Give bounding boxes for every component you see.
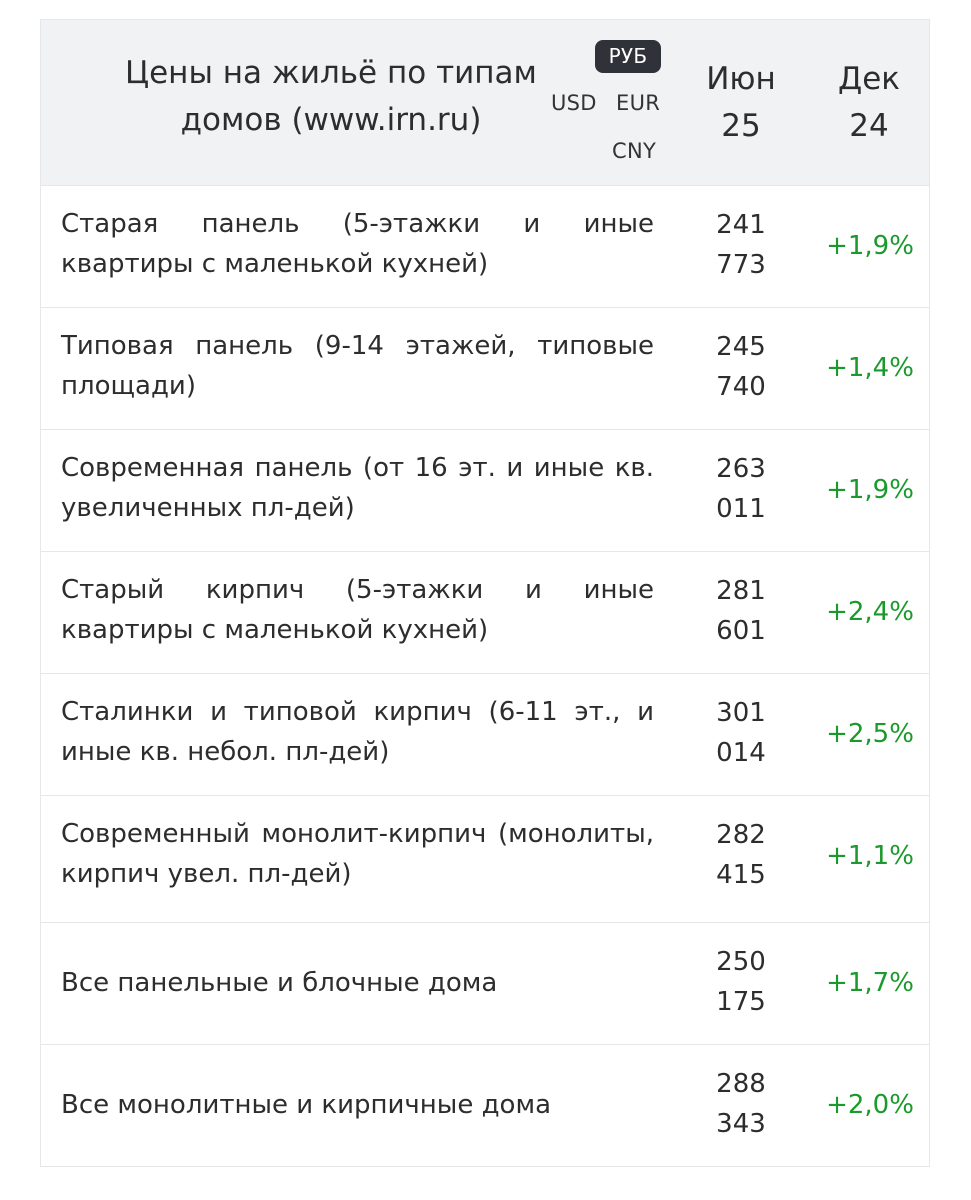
column-header-change: Дек 24 <box>837 61 900 144</box>
row-price-thousands: 263 <box>716 454 766 484</box>
currency-cny-button[interactable]: CNY <box>612 139 657 163</box>
row-change: +2,5% <box>826 719 914 749</box>
row-price-thousands: 250 <box>716 947 766 977</box>
currency-eur-button[interactable]: EUR <box>616 91 661 115</box>
row-price: 245 740 <box>691 327 791 407</box>
row-price-units: 601 <box>716 616 766 646</box>
row-price: 301 014 <box>691 693 791 773</box>
row-house-type: Сталинки и типовой кирпич (6-11 эт., и и… <box>61 697 654 767</box>
row-change: +1,9% <box>826 231 914 261</box>
row-price-thousands: 282 <box>716 820 766 850</box>
total-row: Все монолитные и кирпичные дома 288 343 … <box>41 1044 929 1166</box>
row-price-thousands: 281 <box>716 576 766 606</box>
row-price: 281 601 <box>691 571 791 651</box>
row-house-type: Все панельные и блочные дома <box>61 968 498 998</box>
table-row: Сталинки и типовой кирпич (6-11 эт., и и… <box>41 673 929 795</box>
row-price-units: 740 <box>716 372 766 402</box>
row-price-thousands: 288 <box>716 1069 766 1099</box>
row-house-type: Все монолитные и кирпичные дома <box>61 1090 552 1120</box>
table-row: Современная панель (от 16 эт. и иные кв.… <box>41 429 929 551</box>
table-header: Цены на жильё по типам домов (www.irn.ru… <box>41 20 929 185</box>
table-title: Цены на жильё по типам домов (www.irn.ru… <box>125 55 537 138</box>
table-row: Старая панель (5-этажки и иные квартиры … <box>41 185 929 307</box>
row-house-type: Современная панель (от 16 эт. и иные кв.… <box>61 453 654 523</box>
row-price: 250 175 <box>691 942 791 1022</box>
total-row: Все панельные и блочные дома 250 175 +1,… <box>41 922 929 1044</box>
table-row: Типовая панель (9-14 этажей, типовые пло… <box>41 307 929 429</box>
currency-usd-button[interactable]: USD <box>551 91 597 115</box>
row-price-units: 343 <box>716 1109 766 1139</box>
row-change: +2,0% <box>826 1090 914 1120</box>
column-header-current: Июн 25 <box>706 61 776 144</box>
table-row: Современный монолит-кирпич (монолиты, ки… <box>41 795 929 917</box>
row-house-type: Старый кирпич (5-этажки и иные квартиры … <box>61 575 654 645</box>
row-price-units: 011 <box>716 494 766 524</box>
row-change: +1,9% <box>826 475 914 505</box>
table-row: Старый кирпич (5-этажки и иные квартиры … <box>41 551 929 673</box>
row-price-units: 014 <box>716 738 766 768</box>
row-price-thousands: 245 <box>716 332 766 362</box>
row-price: 282 415 <box>691 815 791 895</box>
row-price-units: 175 <box>716 987 766 1017</box>
row-change: +1,7% <box>826 968 914 998</box>
row-price-thousands: 301 <box>716 698 766 728</box>
row-price: 288 343 <box>691 1064 791 1144</box>
row-change: +1,1% <box>826 841 914 871</box>
currency-rub-button[interactable]: РУБ <box>595 40 661 73</box>
row-change: +2,4% <box>826 597 914 627</box>
row-house-type: Типовая панель (9-14 этажей, типовые пло… <box>61 331 654 401</box>
row-house-type: Старая панель (5-этажки и иные квартиры … <box>61 209 654 279</box>
row-house-type: Современный монолит-кирпич (монолиты, ки… <box>61 819 654 889</box>
row-price-units: 415 <box>716 860 766 890</box>
row-price: 241 773 <box>691 205 791 285</box>
housing-price-table: Цены на жильё по типам домов (www.irn.ru… <box>40 19 930 1167</box>
row-price-units: 773 <box>716 250 766 280</box>
row-price-thousands: 241 <box>716 210 766 240</box>
row-price: 263 011 <box>691 449 791 529</box>
row-change: +1,4% <box>826 353 914 383</box>
